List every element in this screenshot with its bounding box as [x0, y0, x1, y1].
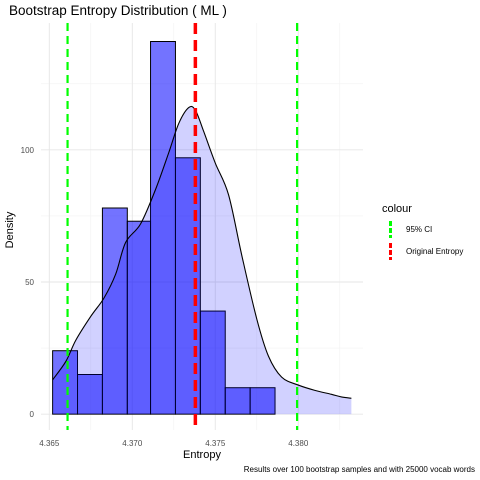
chart-caption: Results over 100 bootstrap samples and w… [243, 465, 475, 474]
legend-key-ci [382, 221, 396, 238]
legend-item-ci: 95% CI [382, 221, 463, 238]
x-tick-label: 4.365 [39, 439, 60, 448]
y-tick-label: 0 [30, 410, 35, 419]
axis-ticks: 4.365 4.370 4.375 4.380 0 50 100 [21, 146, 309, 448]
chart-title: Bootstrap Entropy Distribution ( ML ) [9, 3, 227, 18]
y-axis-label: Density [4, 211, 16, 249]
x-axis-label: Entropy [183, 449, 221, 461]
reference-lines [66, 23, 299, 430]
density-area [52, 106, 352, 415]
x-tick-label: 4.370 [122, 439, 143, 448]
legend-label-ci: 95% CI [406, 225, 433, 234]
histogram-bar [52, 350, 79, 415]
histogram-bar [77, 374, 103, 415]
legend-item-original: Original Entropy [382, 243, 463, 260]
x-tick-label: 4.375 [205, 439, 226, 448]
histogram-bar [101, 207, 128, 415]
histogram-bar [150, 41, 176, 415]
legend: colour 95% CI Original Entropy [382, 203, 463, 260]
legend-key-original [382, 243, 396, 260]
histogram-bar [224, 387, 251, 415]
x-tick-label: 4.380 [288, 439, 309, 448]
y-tick-label: 100 [21, 146, 35, 155]
legend-title: colour [382, 203, 412, 215]
histogram-bar [199, 310, 226, 415]
y-tick-label: 50 [25, 278, 34, 287]
density-curve [52, 105, 352, 415]
legend-label-original: Original Entropy [406, 247, 464, 256]
histogram-bar [249, 387, 276, 415]
